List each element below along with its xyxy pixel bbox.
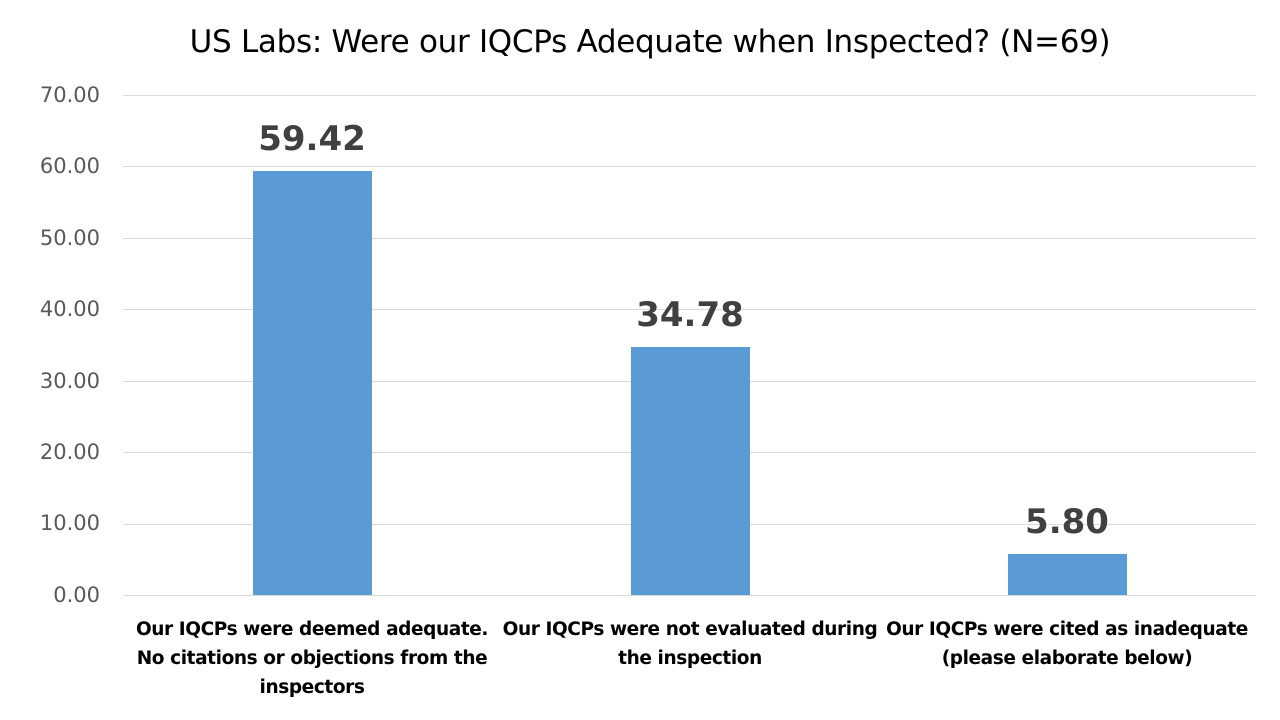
- x-label-line: Our IQCPs were cited as inadequate: [886, 619, 1248, 640]
- x-category-label-deemed-adequate: Our IQCPs were deemed adequate. No citat…: [122, 615, 502, 702]
- x-axis-baseline: [123, 595, 1256, 596]
- gridline-50: [123, 238, 1256, 239]
- y-tick-60: 60.00: [39, 154, 100, 178]
- y-tick-40: 40.00: [39, 297, 100, 321]
- y-tick-50: 50.00: [39, 226, 100, 250]
- x-category-label-cited-inadequate: Our IQCPs were cited as inadequate (plea…: [877, 615, 1257, 673]
- value-label-not-evaluated: 34.78: [636, 295, 744, 335]
- y-tick-10: 10.00: [39, 511, 100, 535]
- x-label-line: the inspection: [618, 648, 762, 669]
- x-label-line: Our IQCPs were deemed adequate.: [135, 619, 489, 640]
- gridline-70: [123, 95, 1256, 96]
- y-tick-30: 30.00: [39, 369, 100, 393]
- bar-cited-inadequate: [1008, 554, 1127, 595]
- value-label-deemed-adequate: 59.42: [258, 119, 366, 159]
- gridline-40: [123, 309, 1256, 310]
- bar-deemed-adequate: [253, 171, 372, 595]
- y-tick-20: 20.00: [39, 440, 100, 464]
- x-label-line: No citations or objections from the: [136, 648, 488, 669]
- y-tick-70: 70.00: [39, 83, 100, 107]
- x-label-line: Our IQCPs were not evaluated during: [502, 619, 878, 640]
- bar-not-evaluated: [631, 347, 750, 595]
- x-category-label-not-evaluated: Our IQCPs were not evaluated during the …: [500, 615, 880, 673]
- y-tick-0: 0.00: [53, 583, 100, 607]
- x-label-line: (please elaborate below): [941, 648, 1193, 669]
- gridline-60: [123, 166, 1256, 167]
- value-label-cited-inadequate: 5.80: [1025, 502, 1109, 542]
- chart-title: US Labs: Were our IQCPs Adequate when In…: [189, 24, 1111, 60]
- x-label-line: inspectors: [259, 677, 365, 698]
